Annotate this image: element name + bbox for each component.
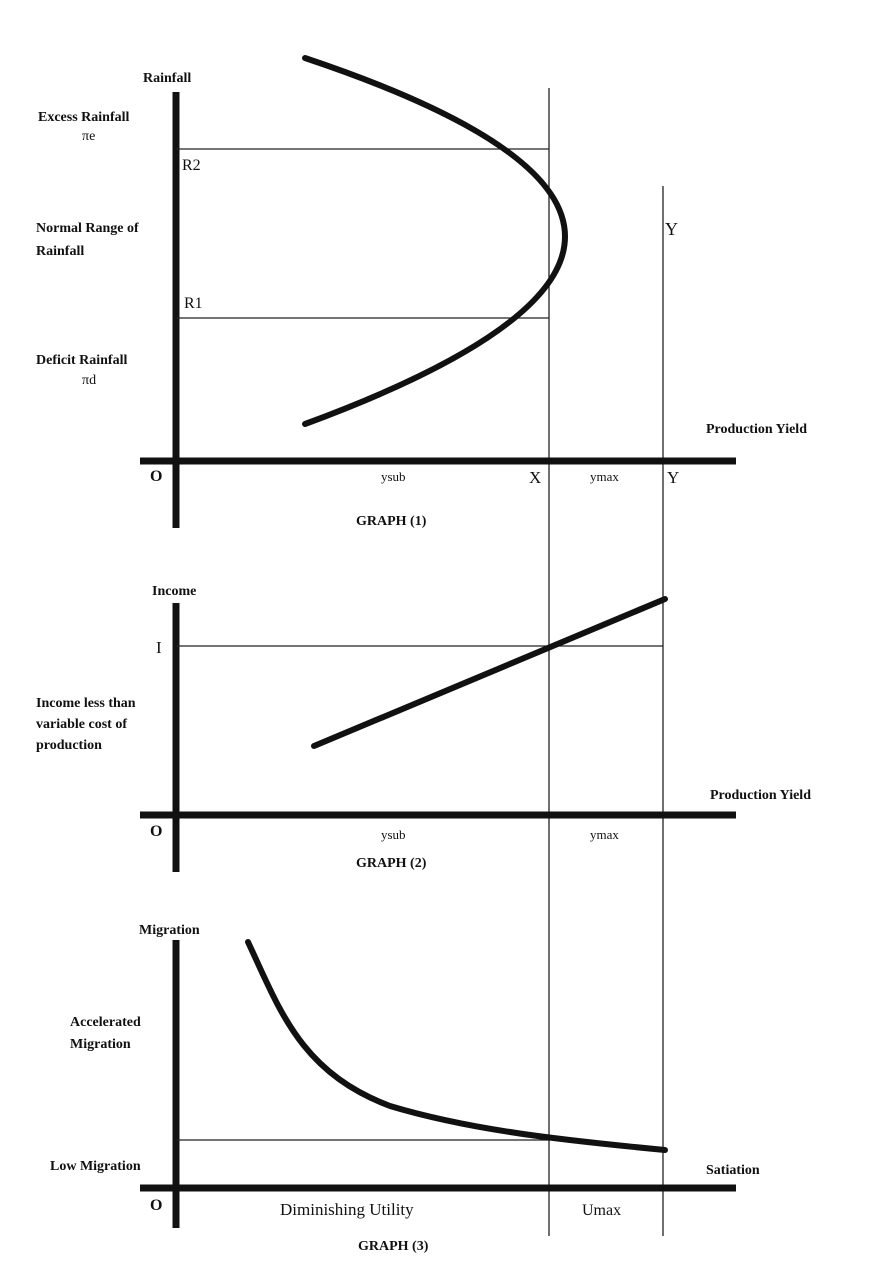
g2-ysub: ysub xyxy=(381,827,406,842)
g2-note-3: production xyxy=(36,738,102,753)
g3-origin: O xyxy=(150,1197,162,1214)
graph-2: Income I Income less than variable cost … xyxy=(36,584,811,872)
graph-3: Migration Accelerated Migration Low Migr… xyxy=(50,923,760,1254)
g3-migration-curve xyxy=(245,939,668,1153)
g2-i-mark: I xyxy=(156,638,162,657)
g1-y-axis-label: Rainfall xyxy=(143,71,191,86)
g1-excess-label: Excess Rainfall xyxy=(38,110,130,125)
g1-r1-label: R1 xyxy=(184,295,203,312)
g3-satiation: Satiation xyxy=(706,1163,760,1178)
g3-umax: Umax xyxy=(582,1202,621,1219)
g3-accel-label-2: Migration xyxy=(70,1037,131,1052)
g2-x-axis-label: Production Yield xyxy=(710,788,811,803)
g2-note-1: Income less than xyxy=(36,696,136,711)
g2-y-axis-label: Income xyxy=(152,584,196,599)
g1-normal-label-2: Rainfall xyxy=(36,244,84,259)
g1-deficit-symbol: πd xyxy=(82,373,96,388)
g1-ysub: ysub xyxy=(381,469,406,484)
g1-x-axis-label: Production Yield xyxy=(706,422,807,437)
g1-excess-symbol: πe xyxy=(82,129,95,144)
g1-ymax: ymax xyxy=(590,469,619,484)
g2-origin: O xyxy=(150,823,162,840)
g1-origin: O xyxy=(150,468,162,485)
g1-r2-label: R2 xyxy=(182,157,201,174)
g1-peak-label: Y xyxy=(665,219,678,239)
g1-y-mark: Y xyxy=(667,468,679,487)
g2-caption: GRAPH (2) xyxy=(356,856,427,871)
g2-ymax: ymax xyxy=(590,827,619,842)
graph-1: Rainfall Excess Rainfall πe R2 Normal Ra… xyxy=(36,55,807,529)
g1-normal-label-1: Normal Range of xyxy=(36,221,139,236)
g1-x-mark: X xyxy=(529,468,541,487)
g3-diminishing: Diminishing Utility xyxy=(280,1200,414,1219)
g1-yield-rainfall-curve xyxy=(302,55,568,427)
g3-y-axis-label: Migration xyxy=(139,923,200,938)
g1-caption: GRAPH (1) xyxy=(356,514,427,529)
g3-caption: GRAPH (3) xyxy=(358,1239,429,1254)
g2-income-line xyxy=(311,596,668,749)
g3-low-label: Low Migration xyxy=(50,1159,141,1174)
g3-accel-label-1: Accelerated xyxy=(70,1015,141,1030)
g2-note-2: variable cost of xyxy=(36,717,127,732)
g1-deficit-label: Deficit Rainfall xyxy=(36,353,127,368)
